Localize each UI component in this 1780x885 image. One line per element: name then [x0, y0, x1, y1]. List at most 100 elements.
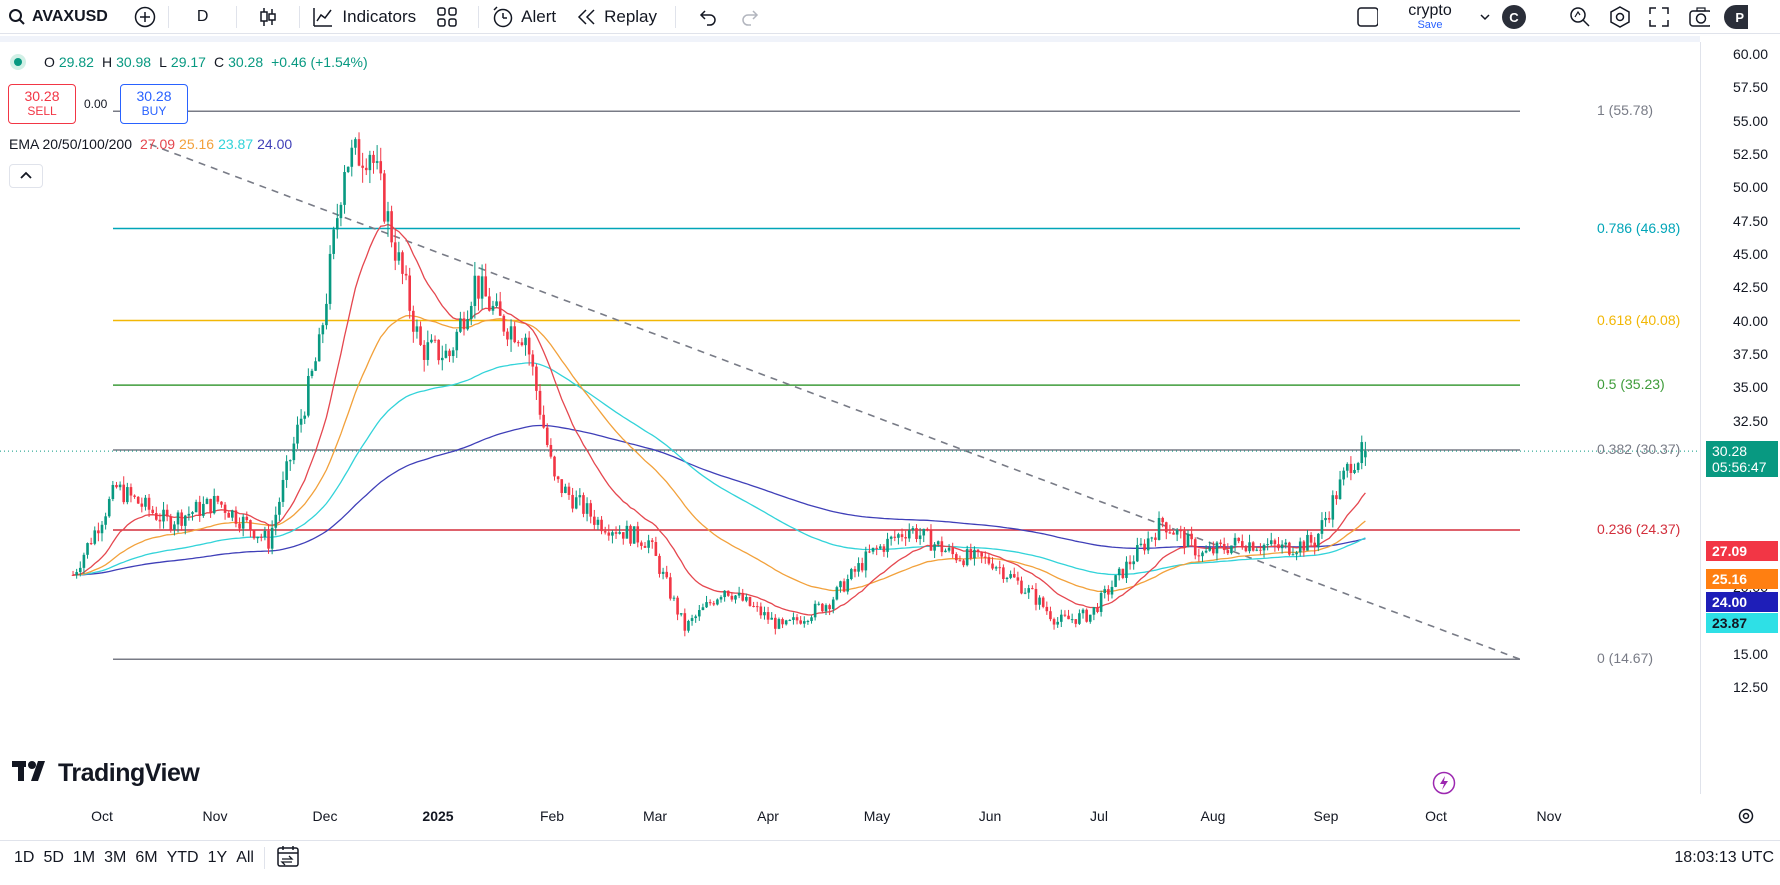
range-button-1y[interactable]: 1Y	[207, 849, 228, 866]
layout-square-icon[interactable]	[1356, 6, 1378, 28]
candle-body	[621, 532, 625, 539]
candle-body	[1320, 520, 1324, 534]
time-axis-label: May	[863, 808, 891, 824]
candle-body	[249, 520, 252, 531]
price-axis-label: 52.50	[1732, 145, 1768, 162]
candle-body	[299, 418, 303, 425]
candle-body	[1201, 552, 1204, 557]
quick-search-icon[interactable]	[1568, 6, 1590, 28]
candle-body	[625, 525, 629, 539]
candle-body	[571, 494, 574, 509]
range-button-1d[interactable]: 1D	[14, 849, 35, 866]
range-button-5d[interactable]: 5D	[43, 849, 64, 866]
collapse-legend-button[interactable]	[9, 164, 43, 188]
time-axis-label: 2025	[422, 808, 454, 824]
grid-icon	[436, 6, 458, 28]
candle-body	[274, 514, 278, 528]
candle-body	[607, 532, 611, 536]
indicators-button[interactable]: Indicators	[306, 0, 422, 34]
camera-icon[interactable]	[1688, 6, 1710, 28]
divider	[299, 5, 301, 28]
symbol-search[interactable]: AVAXUSD	[0, 0, 114, 34]
fib-label: 0.236 (24.37)	[1597, 520, 1681, 537]
chevron-down-icon[interactable]	[1474, 6, 1496, 28]
candle-body	[1269, 540, 1273, 545]
ema-legend[interactable]: EMA 20/50/100/200 27.09 25.16 23.87 24.0…	[9, 136, 292, 152]
range-button-3m[interactable]: 3M	[104, 849, 127, 866]
buy-button[interactable]: 30.28 BUY	[120, 84, 188, 124]
candle-body	[1288, 542, 1291, 555]
replay-button[interactable]: Replay	[570, 0, 663, 34]
candle-body	[994, 567, 998, 569]
candle-body	[900, 534, 904, 538]
time-axis-label: Nov	[202, 808, 228, 824]
candle-body	[238, 523, 241, 529]
candle-body	[1092, 607, 1096, 615]
candle-body	[1324, 517, 1327, 521]
ema-label: EMA 20/50/100/200	[9, 136, 132, 152]
candle-body	[1317, 533, 1320, 548]
alert-label: Alert	[521, 6, 557, 26]
axis-settings-icon[interactable]	[1736, 806, 1756, 831]
redo-button[interactable]	[732, 0, 770, 34]
range-button-ytd[interactable]: YTD	[166, 849, 199, 866]
candle-body	[1255, 549, 1259, 551]
date-range-icon[interactable]	[275, 844, 301, 873]
candle-body	[115, 484, 118, 488]
candle-body	[676, 597, 679, 615]
time-axis-label: Nov	[1536, 808, 1562, 824]
candle-body	[564, 486, 567, 493]
candle-body	[991, 563, 994, 569]
templates-button[interactable]	[422, 0, 472, 34]
range-button-all[interactable]: All	[236, 849, 254, 866]
candle-body	[947, 547, 951, 551]
candle-body	[926, 528, 929, 531]
candle-body	[509, 326, 513, 340]
candle-body	[766, 612, 770, 620]
ema100-value: 23.87	[218, 136, 254, 152]
candle-body	[393, 242, 397, 261]
candle-body	[850, 569, 853, 580]
candle-body	[155, 513, 158, 520]
candle-body	[158, 519, 162, 522]
settings-icon[interactable]	[1608, 6, 1630, 28]
range-button-1m[interactable]: 1M	[72, 849, 96, 866]
range-button-6m[interactable]: 6M	[135, 849, 158, 866]
low-value: 29.17	[170, 54, 206, 70]
bottom-bar: 1D 5D 1M 3M 6M YTD 1Y All 18:03:13 UTC	[0, 840, 1780, 875]
divider	[675, 5, 677, 28]
candle-body	[669, 577, 672, 599]
candle-body	[944, 550, 947, 553]
divider	[236, 5, 238, 28]
fullscreen-icon[interactable]	[1648, 6, 1670, 28]
layout-controls: crypto Save C	[1356, 0, 1526, 34]
price-axis[interactable]: 60.00 57.50 55.00 52.50 50.00 47.50 45.00 42.50…	[1700, 42, 1780, 794]
price-chart[interactable]	[0, 42, 1700, 794]
open-value: 29.82	[58, 54, 94, 70]
clock-time[interactable]: 18:03:13 UTC	[1674, 849, 1774, 866]
candle-body	[734, 595, 737, 600]
undo-button[interactable]	[682, 0, 732, 34]
candle-body	[506, 331, 509, 340]
candle-body	[857, 563, 860, 572]
lightning-icon[interactable]	[1432, 771, 1456, 800]
candle-body	[397, 252, 401, 261]
candle-body	[907, 530, 911, 539]
profile-avatar[interactable]: P	[1724, 5, 1748, 29]
candle-body	[940, 541, 944, 553]
chart-type-button[interactable]	[243, 0, 293, 34]
tradingview-watermark[interactable]: TradingView	[12, 758, 200, 789]
candle-body	[93, 530, 97, 544]
candle-body	[455, 331, 459, 351]
alert-button[interactable]: Alert	[485, 0, 562, 34]
layout-name-button[interactable]: crypto Save	[1402, 3, 1458, 32]
candle-body	[1150, 537, 1154, 539]
sell-button[interactable]: 30.28 SELL	[8, 84, 76, 124]
compare-button[interactable]	[128, 0, 162, 34]
user-avatar[interactable]: C	[1502, 5, 1526, 29]
candle-body	[853, 569, 857, 572]
candle-body	[1045, 606, 1049, 612]
candle-body	[1244, 547, 1248, 552]
fib-label: 0.786 (46.98)	[1597, 219, 1681, 236]
interval-button[interactable]: D	[196, 7, 209, 25]
